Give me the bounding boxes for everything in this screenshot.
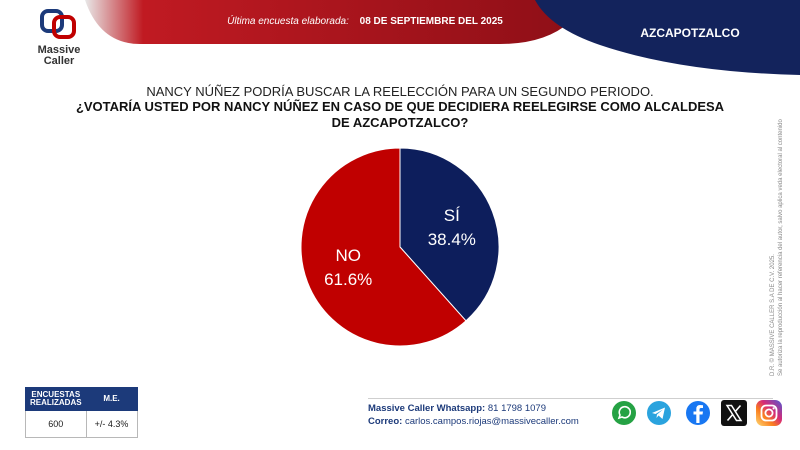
slice-label-si: SÍ [444,206,460,225]
stats-header-margin: M.E. [85,387,138,411]
slice-value-si: 38.4% [428,230,476,249]
facebook-icon[interactable] [684,399,712,427]
copyright-line-1: D.R. © MASSIVE CALLER S.A DE C.V. 2025. [769,254,776,376]
pie-slice-si [399,147,500,322]
logo-text-line-1: Massive [37,44,81,56]
whatsapp-icon[interactable] [610,399,638,427]
contact-block: Massive Caller Whatsapp: 81 1798 1079 Co… [368,402,579,428]
stats-value-margin: +/- 4.3% [85,410,138,438]
slice-value-no: 61.6% [324,270,372,289]
red-header-band [85,0,570,44]
pie-chart: SÍ 38.4% NO 61.6% [300,147,500,347]
contact-divider [368,398,773,399]
stats-header-surveys: ENCUESTAS REALIZADAS [25,387,87,411]
x-icon[interactable] [720,399,748,427]
survey-date-label: Última encuesta elaborada: [227,16,349,27]
logo-text-line-2: Caller [43,55,75,67]
telegram-icon[interactable] [645,399,673,427]
pie-slice-no [300,147,467,347]
logo-icon [40,9,76,39]
whatsapp-number[interactable]: 81 1798 1079 [487,403,546,414]
navy-header-band [535,0,800,75]
email-label: Correo: [368,416,403,427]
intro-text: NANCY NÚÑEZ PODRÍA BUSCAR LA REELECCIÓN … [146,84,654,99]
whatsapp-line: Massive Caller Whatsapp: 81 1798 1079 [368,402,579,415]
email-line: Correo: carlos.campos.riojas@massivecall… [368,415,579,428]
region-title: AZCAPOTZALCO [640,26,740,40]
survey-stats-table: ENCUESTAS REALIZADAS M.E. 600 +/- 4.3% [25,387,138,438]
instagram-icon[interactable] [755,399,783,427]
stats-value-surveys: 600 [25,410,87,438]
question-text: ¿VOTARÍA USTED POR NANCY NÚÑEZ EN CASO D… [75,99,725,130]
copyright-note: D.R. © MASSIVE CALLER S.A DE C.V. 2025. … [760,100,790,380]
survey-date: 08 DE SEPTIEMBRE DEL 2025 [359,16,503,27]
whatsapp-label: Massive Caller Whatsapp: [368,403,486,414]
copyright-line-2: Se autoriza la reproducción al hacer ref… [778,119,784,376]
slice-label-no: NO [335,246,361,265]
survey-date-line: Última encuesta elaborada: 08 DE SEPTIEM… [200,16,530,27]
brand-logo: Massive Caller [24,8,94,67]
email-address[interactable]: carlos.campos.riojas@massivecaller.com [404,416,579,427]
